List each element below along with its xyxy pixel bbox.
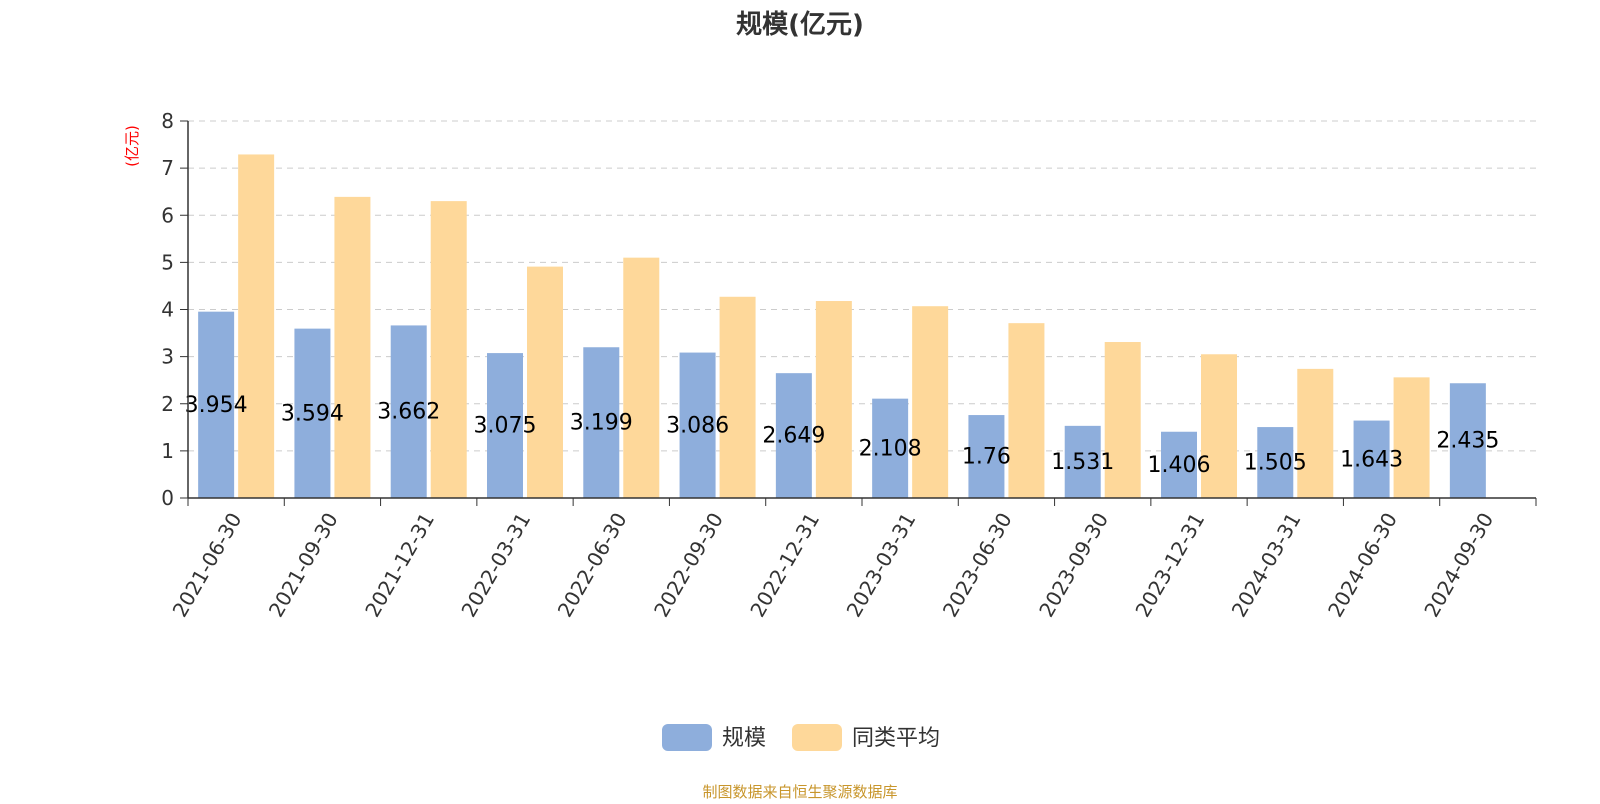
- x-tick-label: 2022-12-31: [745, 509, 824, 622]
- data-label: 1.531: [1051, 450, 1114, 475]
- bar-scale[interactable]: [968, 415, 1005, 498]
- data-labels: 3.954 3.594 3.662 3.075 3.199 3.086 2.649 2.108…: [185, 393, 1500, 478]
- data-label: 1.505: [1244, 451, 1307, 476]
- bar-scale[interactable]: [1353, 420, 1390, 498]
- bar-scale[interactable]: [583, 347, 620, 498]
- bar-peer-average[interactable]: [527, 266, 563, 498]
- data-label: 2.435: [1436, 429, 1499, 454]
- data-label: 3.954: [185, 393, 248, 418]
- data-label: 2.649: [762, 424, 825, 449]
- legend-swatch: [792, 724, 842, 751]
- chart-title: 规模(亿元): [736, 10, 864, 40]
- x-tick-label: 2021-12-31: [360, 509, 439, 622]
- bar-peer-average[interactable]: [912, 306, 949, 498]
- y-tick-label: 0: [161, 486, 174, 510]
- bar-scale[interactable]: [872, 398, 909, 498]
- x-tick-label: 2024-09-30: [1419, 509, 1498, 622]
- bar-scale[interactable]: [1161, 431, 1197, 498]
- data-label: 3.662: [377, 400, 440, 425]
- y-tick-label: 5: [161, 250, 174, 274]
- x-tick-label: 2021-09-30: [264, 509, 343, 622]
- y-tick-label: 4: [161, 298, 174, 322]
- legend-swatch: [662, 724, 712, 751]
- bar-scale[interactable]: [487, 353, 523, 498]
- bar-scale[interactable]: [294, 328, 331, 498]
- data-label: 1.406: [1148, 453, 1211, 478]
- bar-peer-average[interactable]: [334, 196, 371, 498]
- x-tick-label: 2022-03-31: [456, 509, 535, 622]
- bar-peer-average[interactable]: [1297, 368, 1334, 498]
- x-tick-label: 2023-09-30: [1034, 509, 1113, 622]
- x-tick-label: 2022-06-30: [553, 509, 632, 622]
- y-tick-label: 6: [161, 203, 174, 227]
- data-label: 3.075: [474, 414, 537, 439]
- legend-item[interactable]: 规模: [662, 724, 766, 751]
- legend-label: 规模: [722, 726, 766, 751]
- y-tick-label: 3: [161, 345, 174, 369]
- legend[interactable]: 规模 同类平均: [662, 724, 940, 751]
- x-tick-label: 2023-12-31: [1130, 509, 1209, 622]
- bar-peer-average[interactable]: [1393, 377, 1430, 498]
- x-tick-label: 2024-03-31: [1227, 509, 1306, 622]
- bar-peer-average[interactable]: [1201, 354, 1237, 498]
- bar-scale[interactable]: [390, 325, 427, 498]
- bar-scale[interactable]: [198, 311, 235, 498]
- data-label: 3.594: [281, 401, 344, 426]
- bar-peer-average[interactable]: [430, 201, 467, 499]
- data-label: 2.108: [859, 436, 922, 461]
- x-tick-label: 2022-09-30: [649, 509, 728, 622]
- data-label: 1.643: [1340, 447, 1403, 472]
- legend-label: 同类平均: [852, 726, 940, 751]
- y-tick-label: 8: [161, 109, 174, 133]
- source-note: 制图数据来自恒生聚源数据库: [702, 783, 897, 800]
- bar-scale[interactable]: [1257, 427, 1294, 498]
- bar-scale[interactable]: [679, 352, 716, 498]
- x-tick-label: 2023-03-31: [842, 508, 921, 621]
- bar-peer-average[interactable]: [719, 296, 756, 498]
- data-label: 3.086: [666, 413, 729, 438]
- bar-scale[interactable]: [1064, 425, 1101, 498]
- x-tick-label: 2024-06-30: [1323, 509, 1402, 622]
- y-tick-label: 1: [161, 439, 174, 463]
- bars: [198, 154, 1486, 499]
- y-axis-label: (亿元): [123, 125, 141, 167]
- y-tick-label: 2: [161, 392, 174, 416]
- data-label: 3.199: [570, 411, 633, 436]
- bar-peer-average[interactable]: [238, 154, 275, 499]
- x-tick-label: 2023-06-30: [938, 509, 1017, 622]
- bar-scale[interactable]: [1449, 383, 1486, 498]
- bar-peer-average[interactable]: [1104, 342, 1141, 498]
- legend-item[interactable]: 同类平均: [792, 724, 940, 751]
- data-label: 1.76: [962, 445, 1011, 470]
- bar-scale[interactable]: [775, 373, 812, 498]
- y-tick-label: 7: [161, 156, 174, 180]
- bar-peer-average[interactable]: [815, 301, 852, 498]
- bar-peer-average[interactable]: [623, 257, 660, 498]
- bar-peer-average[interactable]: [1008, 323, 1045, 498]
- x-tick-label: 2021-06-30: [168, 509, 247, 622]
